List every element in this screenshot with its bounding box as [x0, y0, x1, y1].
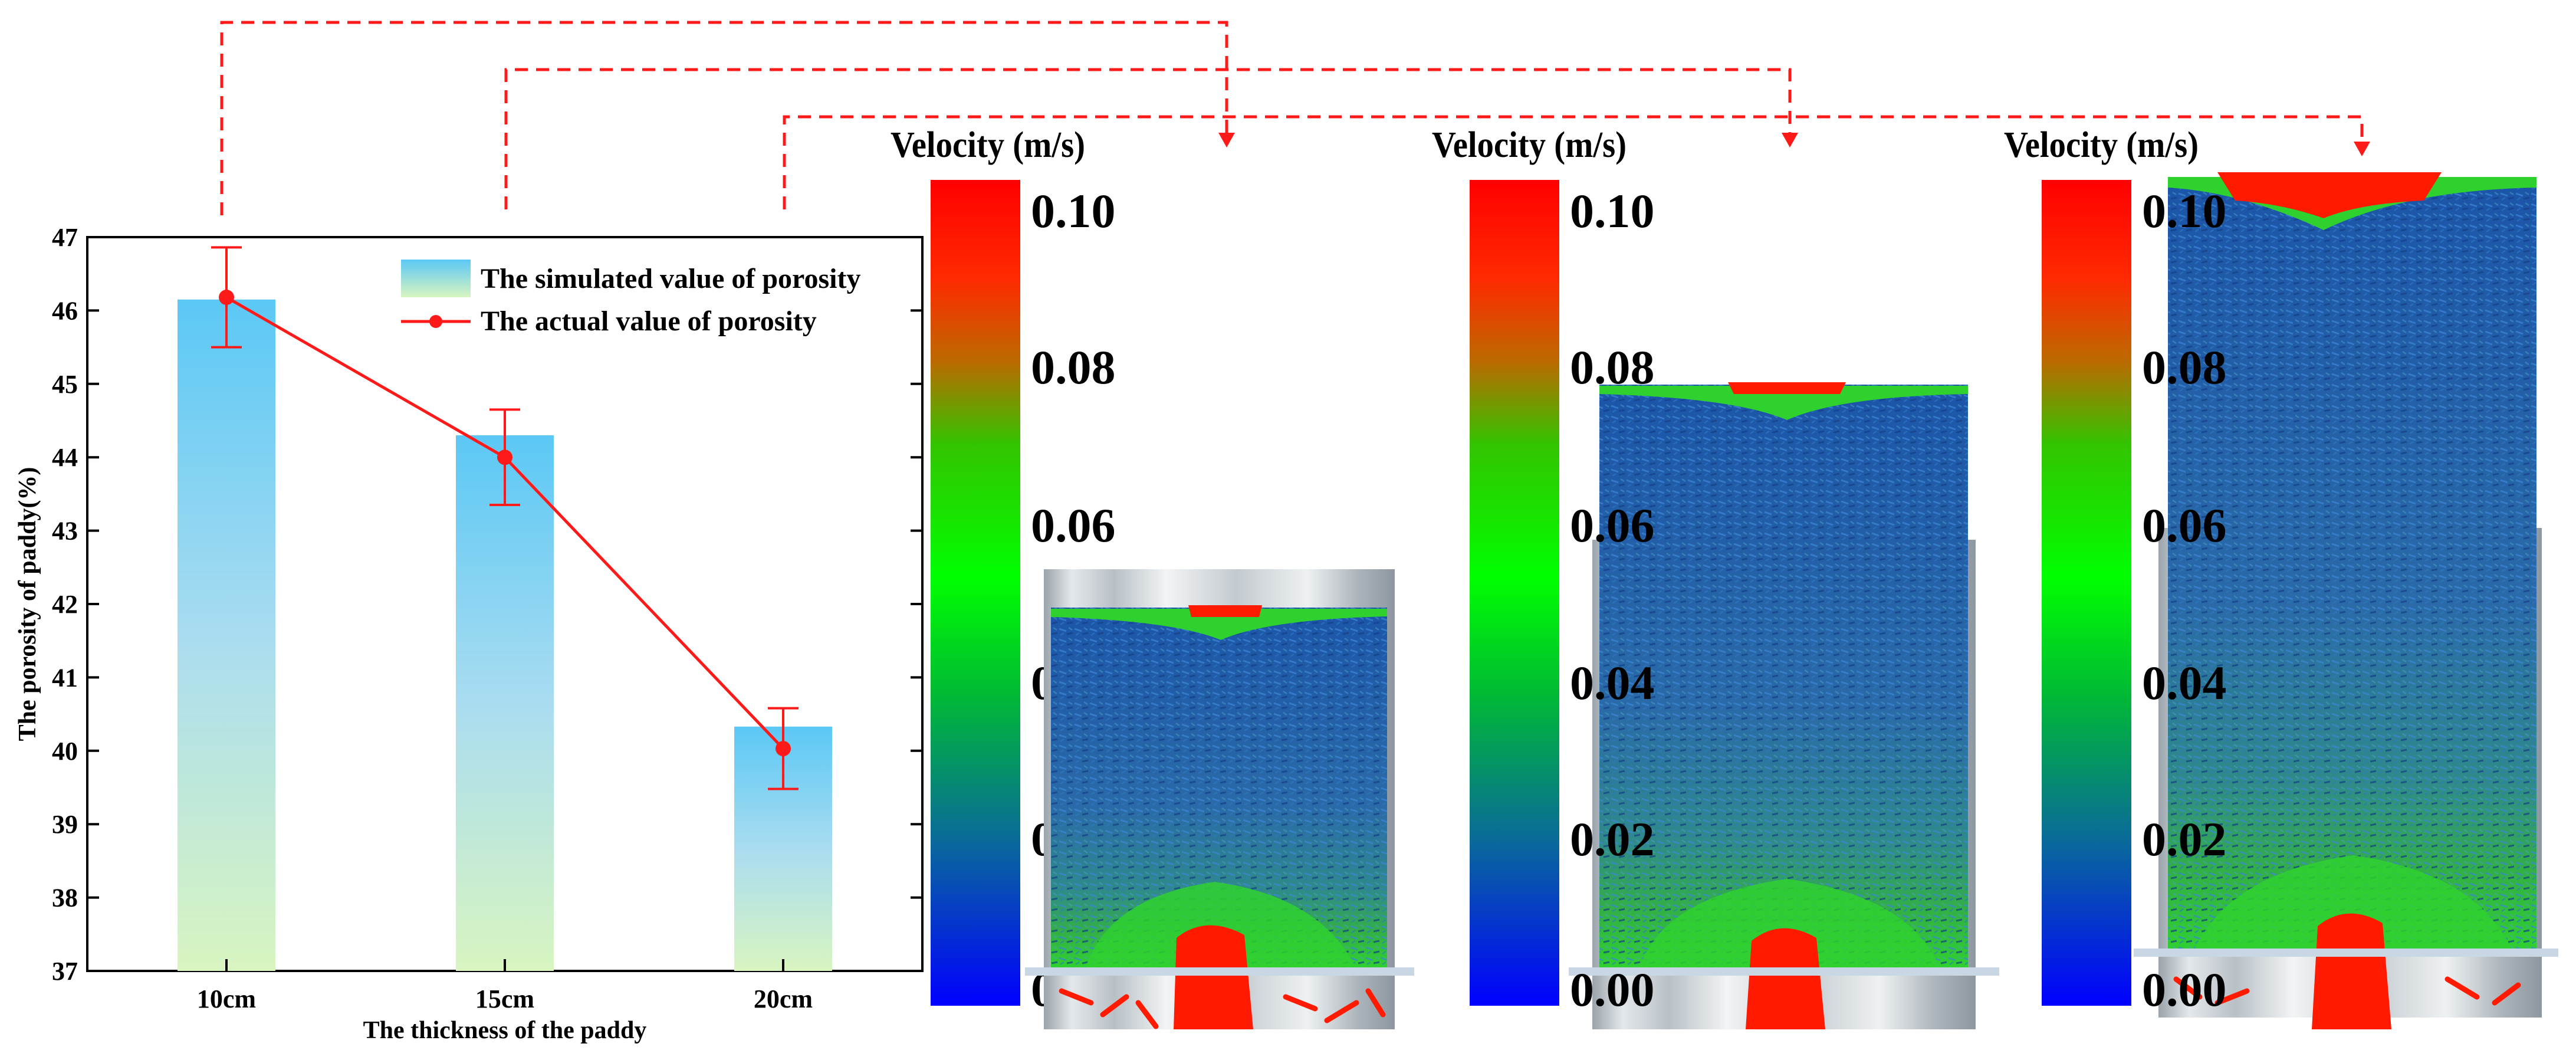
bar-10cm: [178, 299, 275, 971]
velocity-colorbar: [2042, 180, 2131, 1006]
colorbar-tick: 0.08: [2142, 340, 2227, 394]
inlet-jet-green: [1085, 882, 1356, 969]
colorbar-tick: 0.06: [1031, 498, 1116, 552]
particle-bed-render: [1569, 382, 1999, 1029]
legend-line-marker: [429, 315, 442, 328]
inlet-jet-green: [1639, 879, 1940, 969]
colorbar-tick: 0.02: [2142, 812, 2227, 866]
surface-red-particles: [1728, 382, 1846, 394]
y-tick-label: 41: [52, 663, 78, 692]
y-axis-label: The porosity of paddy(%): [14, 467, 41, 741]
simulation-panel-15cm: Velocity (m/s) 0.10 0.08 0.06 0.04 0.02 …: [1432, 125, 1999, 1029]
surface-red-particles: [2217, 172, 2442, 218]
porosity-chart: 37 38 39 40 41 42 43 44 45 46 47 10cm 15cm 20cm The …: [14, 223, 924, 1044]
perforated-plate: [1569, 967, 1999, 976]
colorbar-tick: 0.06: [1570, 498, 1655, 552]
colorbar-tick: 0.04: [2142, 656, 2227, 710]
colorbar-tick: 0.10: [1570, 184, 1655, 238]
y-tick-label: 38: [52, 884, 78, 913]
colorbar-tick: 0.06: [2142, 498, 2227, 552]
colorbar-title: Velocity (m/s): [891, 125, 1085, 165]
plenum-red-grains: [2173, 976, 2521, 1006]
connector-arrowheads: [1218, 133, 2370, 156]
dashed-connectors: [220, 21, 2364, 215]
particle-bed-render: [2134, 172, 2558, 1029]
y-tick-label: 47: [52, 223, 78, 252]
inlet-jet-red: [1746, 928, 1825, 1029]
x-tick-label: 20cm: [754, 984, 813, 1013]
colorbar-tick: 0.04: [1570, 656, 1655, 710]
point-20cm: [776, 741, 791, 757]
bar-series: [178, 299, 832, 971]
colorbar-tick: 0.02: [1570, 812, 1655, 866]
surface-fast-particles: [1599, 386, 1968, 420]
colorbar-tick: 0.08: [1031, 340, 1116, 394]
colorbar-title: Velocity (m/s): [2004, 125, 2199, 165]
plenum-red-grains: [1059, 988, 1386, 1029]
connector-15cm: [504, 68, 1792, 209]
simulation-panel-20cm: Velocity (m/s) 0.10 0.08 0.06 0.04 0.02 …: [2004, 125, 2558, 1029]
paddy-texture: [1599, 385, 1968, 969]
x-axis-label: The thickness of the paddy: [363, 1017, 647, 1044]
colorbar-ticks: 0.10 0.08 0.06 0.04 0.02 0.00: [1570, 184, 1655, 1016]
colorbar-tick: 0.10: [2142, 184, 2227, 238]
arrowhead-15cm: [1782, 133, 1798, 147]
inlet-jet-red: [1174, 925, 1253, 1029]
x-tick-label: 10cm: [197, 984, 256, 1013]
y-tick-label: 43: [52, 517, 78, 546]
y-tick-label: 46: [52, 296, 78, 325]
inlet-jet-green: [2194, 855, 2512, 951]
velocity-colorbar: [931, 180, 1020, 1006]
point-15cm: [497, 449, 512, 465]
inlet-jet-red: [2312, 913, 2391, 1029]
x-tick-label: 15cm: [475, 984, 534, 1013]
connector-10cm: [220, 21, 1228, 215]
y-tick-label: 37: [52, 957, 78, 986]
velocity-colorbar: [1470, 180, 1559, 1006]
colorbar-ticks: 0.10 0.08 0.06 0.04 0.02 0.00: [2142, 184, 2227, 1016]
line-series: [211, 246, 799, 790]
connector-20cm: [783, 115, 2364, 209]
legend-bar-swatch: [401, 260, 471, 297]
x-axis: 10cm 15cm 20cm: [197, 959, 813, 1013]
colorbar-tick: 0.10: [1031, 184, 1116, 238]
surface-fast-particles: [1051, 609, 1387, 640]
legend-line-label: The actual value of porosity: [481, 306, 817, 337]
paddy-texture: [2168, 177, 2536, 951]
y-tick-label: 39: [52, 810, 78, 839]
perforated-plate: [1025, 967, 1414, 976]
simulation-panel-10cm: Velocity (m/s) 0.10 0.08 0.06 0.04 0.02 …: [891, 125, 1414, 1029]
y-axis: 37 38 39 40 41 42 43 44 45 46 47: [52, 223, 922, 986]
colorbar-tick: 0.00: [1570, 963, 1655, 1016]
colorbar-title: Velocity (m/s): [1432, 125, 1627, 165]
colorbar-tick: 0.08: [1570, 340, 1655, 394]
y-tick-label: 45: [52, 370, 78, 399]
arrowhead-10cm: [1218, 133, 1235, 147]
y-tick-label: 44: [52, 443, 78, 472]
legend-bar-label: The simulated value of porosity: [481, 263, 860, 294]
particle-bed-render: [1025, 569, 1414, 1029]
legend: The simulated value of porosity The actu…: [401, 260, 860, 337]
point-10cm: [219, 290, 234, 306]
arrowhead-20cm: [2354, 142, 2370, 156]
y-tick-label: 40: [52, 737, 78, 766]
surface-red-particles: [1188, 605, 1262, 617]
colorbar-tick: 0.00: [2142, 963, 2227, 1016]
y-tick-label: 42: [52, 590, 78, 619]
bar-15cm: [456, 435, 554, 971]
perforated-plate: [2134, 949, 2558, 957]
